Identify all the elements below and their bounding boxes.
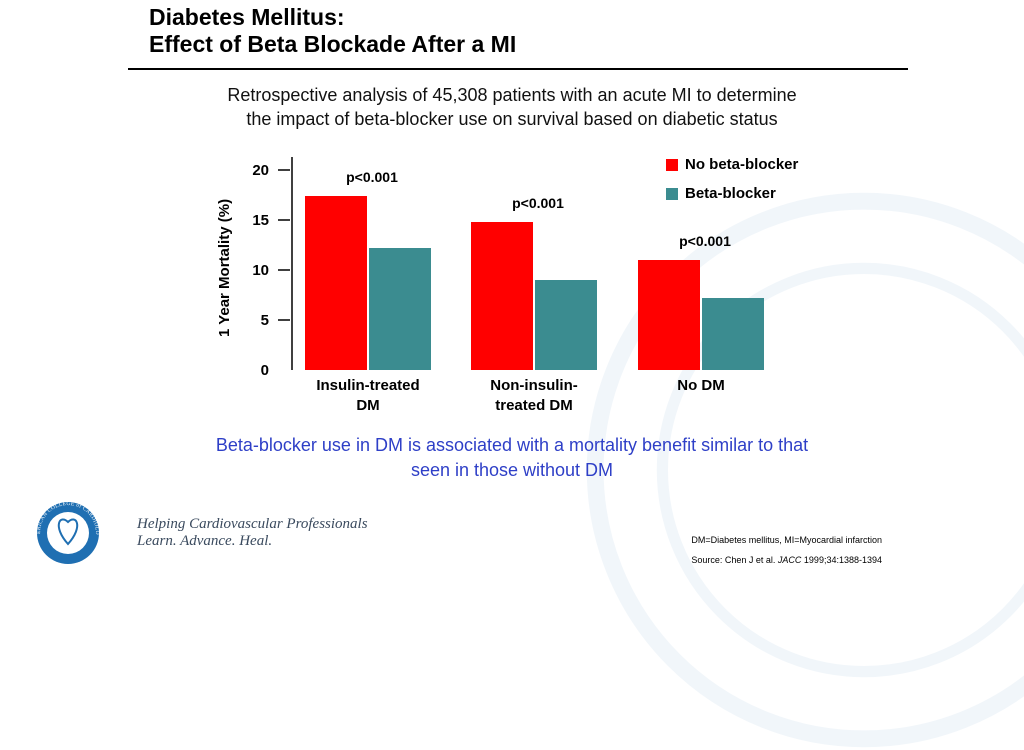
- source-suffix: 1999;34:1388-1394: [801, 555, 882, 565]
- footnote: DM=Diabetes mellitus, MI=Myocardial infa…: [691, 530, 882, 570]
- tagline-line-1: Helping Cardiovascular Professionals: [137, 516, 368, 532]
- x-category-label: Insulin-treated: [316, 377, 419, 394]
- acc-tagline: Helping Cardiovascular Professionals Lea…: [137, 516, 368, 550]
- legend-swatch: [666, 188, 678, 200]
- source-journal: JACC: [777, 555, 802, 565]
- y-axis-title: 1 Year Mortality (%): [216, 199, 233, 337]
- title-line-1: Diabetes Mellitus:: [149, 4, 345, 30]
- y-tick-label: 15: [252, 212, 269, 229]
- bar-no-beta-blocker: [638, 260, 700, 370]
- title-divider: [128, 68, 908, 70]
- conclusion-line-1: Beta-blocker use in DM is associated wit…: [215, 435, 809, 455]
- legend-label: Beta-blocker: [685, 185, 776, 202]
- slide-title: Diabetes Mellitus: Effect of Beta Blocka…: [149, 4, 516, 58]
- y-tick-label: 20: [252, 162, 269, 179]
- legend-label: No beta-blocker: [685, 156, 799, 173]
- abbreviation-note: DM=Diabetes mellitus, MI=Myocardial infa…: [691, 535, 882, 545]
- bar-no-beta-blocker: [471, 222, 533, 370]
- p-value-label: p<0.001: [512, 195, 564, 211]
- legend-swatch: [666, 159, 678, 171]
- source-citation: Source: Chen J et al. JACC 1999;34:1388-…: [691, 550, 882, 570]
- acc-logo: AMERICAN COLLEGE of CARDIOLOGY: [30, 500, 100, 564]
- bar-beta-blocker: [702, 298, 764, 370]
- bar-beta-blocker: [535, 280, 597, 370]
- slide-subtitle: Retrospective analysis of 45,308 patient…: [130, 83, 894, 131]
- source-prefix: Source: Chen J et al.: [691, 555, 778, 565]
- subtitle-line-1: Retrospective analysis of 45,308 patient…: [227, 85, 797, 105]
- bar-beta-blocker: [369, 248, 431, 370]
- subtitle-line-2: the impact of beta-blocker use on surviv…: [246, 109, 778, 129]
- y-tick-label: 0: [261, 362, 269, 379]
- conclusion-line-2: seen in those without DM: [410, 460, 614, 480]
- bar-no-beta-blocker: [305, 196, 367, 370]
- x-category-label: Non-insulin-: [490, 377, 577, 394]
- title-line-2: Effect of Beta Blockade After a MI: [149, 31, 517, 57]
- mortality-bar-chart: 0 5 10 15 20 1 Year Mortality (%) p<0.001 p<0.0…: [216, 156, 799, 414]
- conclusion-text: Beta-blocker use in DM is associated wit…: [130, 433, 894, 483]
- x-category-label: No DM: [677, 377, 725, 394]
- tagline-line-2: Learn. Advance. Heal.: [137, 533, 273, 549]
- p-value-label: p<0.001: [679, 233, 731, 249]
- y-tick-label: 5: [261, 312, 269, 329]
- x-category-label: DM: [356, 397, 379, 414]
- p-value-label: p<0.001: [346, 169, 398, 185]
- y-tick-label: 10: [252, 262, 269, 279]
- x-category-label: treated DM: [495, 397, 573, 414]
